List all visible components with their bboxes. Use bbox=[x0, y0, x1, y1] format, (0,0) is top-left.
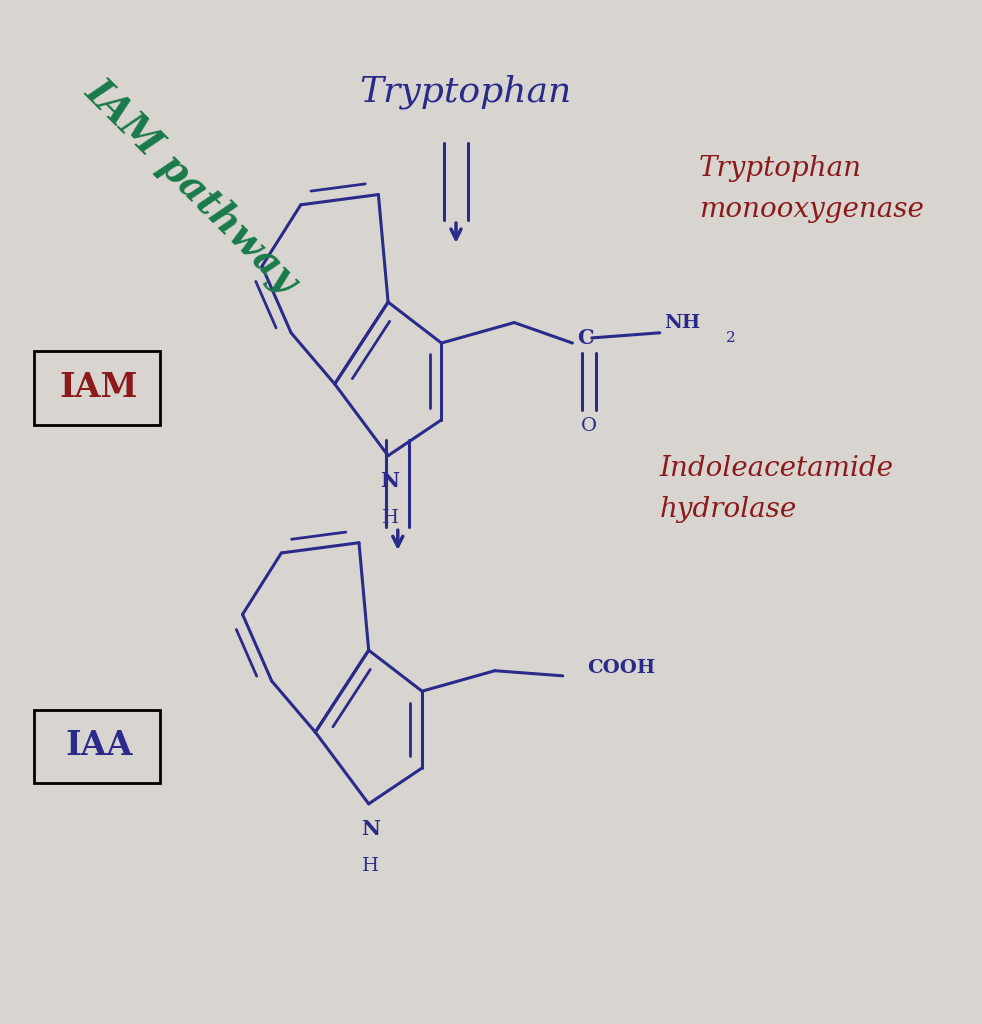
Text: H: H bbox=[362, 857, 379, 876]
Text: Tryptophan: Tryptophan bbox=[359, 75, 572, 110]
Text: COOH: COOH bbox=[587, 658, 655, 677]
Text: IAM pathway: IAM pathway bbox=[78, 72, 306, 300]
Text: hydrolase: hydrolase bbox=[660, 497, 797, 523]
Text: IAA: IAA bbox=[65, 729, 133, 762]
Bar bbox=[34, 351, 160, 425]
Text: C: C bbox=[577, 328, 594, 348]
Text: monooxygenase: monooxygenase bbox=[698, 197, 923, 223]
Bar bbox=[34, 710, 160, 783]
Text: O: O bbox=[581, 417, 597, 435]
Text: N: N bbox=[361, 819, 380, 840]
Text: Indoleacetamide: Indoleacetamide bbox=[660, 456, 894, 482]
Text: H: H bbox=[382, 509, 399, 527]
Text: 2: 2 bbox=[726, 331, 736, 345]
Text: Tryptophan: Tryptophan bbox=[698, 156, 861, 182]
Text: IAM: IAM bbox=[60, 371, 138, 403]
Text: N: N bbox=[380, 471, 400, 492]
Text: NH: NH bbox=[665, 313, 701, 332]
